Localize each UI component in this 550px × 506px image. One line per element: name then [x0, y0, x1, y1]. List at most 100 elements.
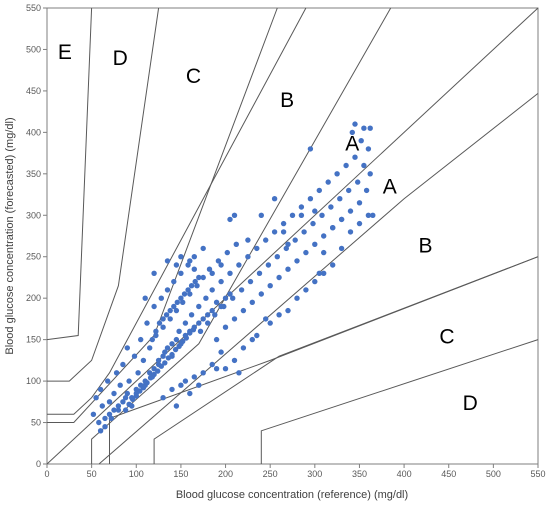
- y-tick-label: 550: [26, 3, 41, 13]
- data-point: [137, 388, 143, 394]
- data-point: [130, 396, 136, 402]
- zone-label-b: B: [280, 89, 294, 112]
- data-point: [142, 295, 148, 301]
- x-tick-label: 400: [397, 469, 412, 479]
- data-point: [167, 307, 173, 314]
- y-tick-label: 200: [26, 293, 41, 303]
- data-point: [213, 336, 220, 343]
- zone-boundary-line: [46, 7, 93, 341]
- data-point: [218, 349, 224, 355]
- data-point: [325, 179, 331, 185]
- zone-boundary-line: [47, 7, 307, 415]
- data-point: [122, 407, 129, 413]
- x-axis-title: Blood glucose concentration (reference) …: [176, 489, 408, 501]
- data-point: [126, 378, 132, 384]
- zone-label-a: A: [383, 175, 397, 198]
- data-point: [96, 419, 102, 426]
- x-axis-ticks: 0 50 100 150 200 250 300 350 400 450 500 550: [44, 464, 546, 479]
- zone-boundary-line: [47, 7, 278, 423]
- data-point: [151, 270, 157, 276]
- data-point: [147, 375, 154, 381]
- data-point: [294, 295, 300, 301]
- data-point: [90, 411, 97, 417]
- data-point: [230, 295, 236, 301]
- data-point: [280, 229, 287, 235]
- data-point: [312, 278, 318, 285]
- data-point: [97, 428, 104, 434]
- data-point: [140, 357, 147, 364]
- data-point: [160, 316, 166, 322]
- data-point: [158, 363, 164, 369]
- x-tick-label: 250: [263, 469, 278, 479]
- data-point: [182, 378, 189, 384]
- data-point: [191, 254, 197, 260]
- data-point: [352, 154, 358, 160]
- data-point: [147, 370, 153, 376]
- data-point: [209, 307, 215, 314]
- y-axis-ticks: 0 50 100 150 200 250 300 350 400 450 500 550: [26, 3, 47, 469]
- data-point: [247, 278, 254, 285]
- data-point: [176, 328, 182, 334]
- data-point: [188, 283, 195, 289]
- data-point: [173, 403, 180, 409]
- data-point: [337, 196, 343, 202]
- data-point: [267, 320, 273, 326]
- data-point: [316, 270, 322, 276]
- data-point: [361, 162, 367, 169]
- data-point: [321, 249, 327, 256]
- data-point: [162, 349, 168, 355]
- data-point: [367, 171, 373, 177]
- data-point: [328, 204, 334, 210]
- data-point: [111, 407, 117, 413]
- data-point: [263, 316, 269, 322]
- data-point: [93, 395, 99, 401]
- data-point: [361, 125, 367, 131]
- data-point: [238, 287, 245, 293]
- data-point: [236, 262, 242, 268]
- data-point: [180, 338, 186, 344]
- data-point: [231, 357, 238, 364]
- data-point: [298, 204, 305, 210]
- data-point: [111, 390, 117, 397]
- data-point: [120, 361, 126, 368]
- data-point: [271, 229, 278, 235]
- x-tick-label: 50: [87, 469, 97, 479]
- zone-label-a: A: [345, 132, 359, 155]
- zone-boundary-line: [153, 256, 539, 464]
- data-point: [108, 415, 115, 422]
- data-point: [105, 378, 111, 384]
- data-point: [160, 353, 166, 359]
- data-point: [122, 395, 129, 401]
- x-tick-label: 100: [129, 469, 144, 479]
- y-tick-label: 400: [26, 127, 41, 137]
- x-tick-label: 300: [307, 469, 322, 479]
- data-point: [231, 212, 238, 218]
- data-point: [149, 336, 155, 343]
- data-point: [256, 270, 263, 276]
- data-point: [346, 187, 352, 194]
- data-point: [303, 249, 309, 256]
- data-point: [271, 196, 278, 202]
- data-point: [124, 390, 130, 397]
- data-point: [307, 196, 314, 202]
- data-point: [102, 415, 108, 422]
- zone-lines: [46, 7, 539, 465]
- data-points: [90, 121, 376, 434]
- y-tick-label: 50: [31, 418, 41, 428]
- data-point: [165, 355, 172, 361]
- data-point: [227, 216, 233, 223]
- data-point: [162, 360, 168, 366]
- data-point: [355, 179, 361, 185]
- data-point: [294, 258, 300, 264]
- data-point: [191, 266, 197, 272]
- data-point: [178, 270, 184, 276]
- data-point: [338, 216, 345, 223]
- y-tick-label: 150: [26, 335, 41, 345]
- zone-boundary-line: [260, 339, 539, 464]
- data-point: [106, 399, 113, 405]
- zone-labels: E D C B A A B C D: [58, 41, 478, 415]
- data-point: [140, 385, 147, 391]
- x-tick-label: 200: [218, 469, 233, 479]
- data-point: [343, 162, 349, 169]
- data-point: [206, 266, 213, 272]
